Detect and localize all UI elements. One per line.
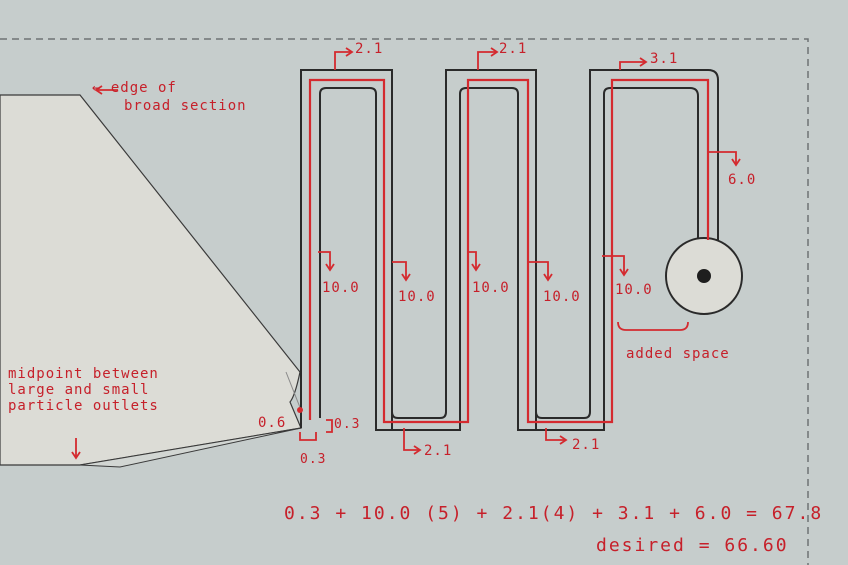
serpentine-channel-outer <box>300 69 393 431</box>
channel-inner-wall <box>309 79 709 420</box>
measured-flow-path <box>308 78 710 424</box>
first-small-length: 0.3 <box>334 417 361 432</box>
start-point <box>297 407 303 413</box>
serpentine-channel-loop-2 <box>376 69 537 431</box>
desired-value: desired = 66.60 <box>596 535 789 556</box>
small-particle-outlet <box>79 427 302 468</box>
edge-label-line1: ← edge of <box>92 80 177 96</box>
edge-label-line2: broad section <box>124 97 247 114</box>
top-length-2: 2.1 <box>499 41 528 57</box>
top-length-3: 3.1 <box>650 51 679 67</box>
midpoint-label-line2: large and small <box>8 382 150 399</box>
final-leg-length: 6.0 <box>728 172 757 188</box>
midpoint-label-line1: midpoint between <box>8 366 159 382</box>
outlet-port-hole <box>697 269 711 283</box>
vertical-length-4: 10.0 <box>543 289 581 305</box>
vertical-length-2: 10.0 <box>398 289 436 305</box>
edge-label: ← edge of broad section <box>92 80 247 115</box>
bottom-length-2: 2.1 <box>572 437 601 453</box>
added-space-label: added space <box>626 346 730 362</box>
calculation-equation: 0.3 + 10.0 (5) + 2.1(4) + 3.1 + 6.0 = 67… <box>284 503 824 524</box>
vertical-length-5: 10.0 <box>615 282 653 298</box>
leader-arrows <box>71 47 741 460</box>
top-length-1: 2.1 <box>355 41 384 57</box>
bottom-length-1: 2.1 <box>424 443 453 459</box>
device-dashed-border <box>0 38 809 565</box>
serpentine-channel-loop-3 <box>518 69 719 431</box>
vertical-length-1: 10.0 <box>322 280 360 296</box>
midpoint-label: midpoint between large and small particl… <box>8 366 159 414</box>
start-length: 0.6 <box>258 415 287 431</box>
midpoint-label-line3: particle outlets <box>8 398 159 415</box>
vertical-length-3: 10.0 <box>472 280 510 296</box>
first-small-length-below: 0.3 <box>300 452 327 467</box>
